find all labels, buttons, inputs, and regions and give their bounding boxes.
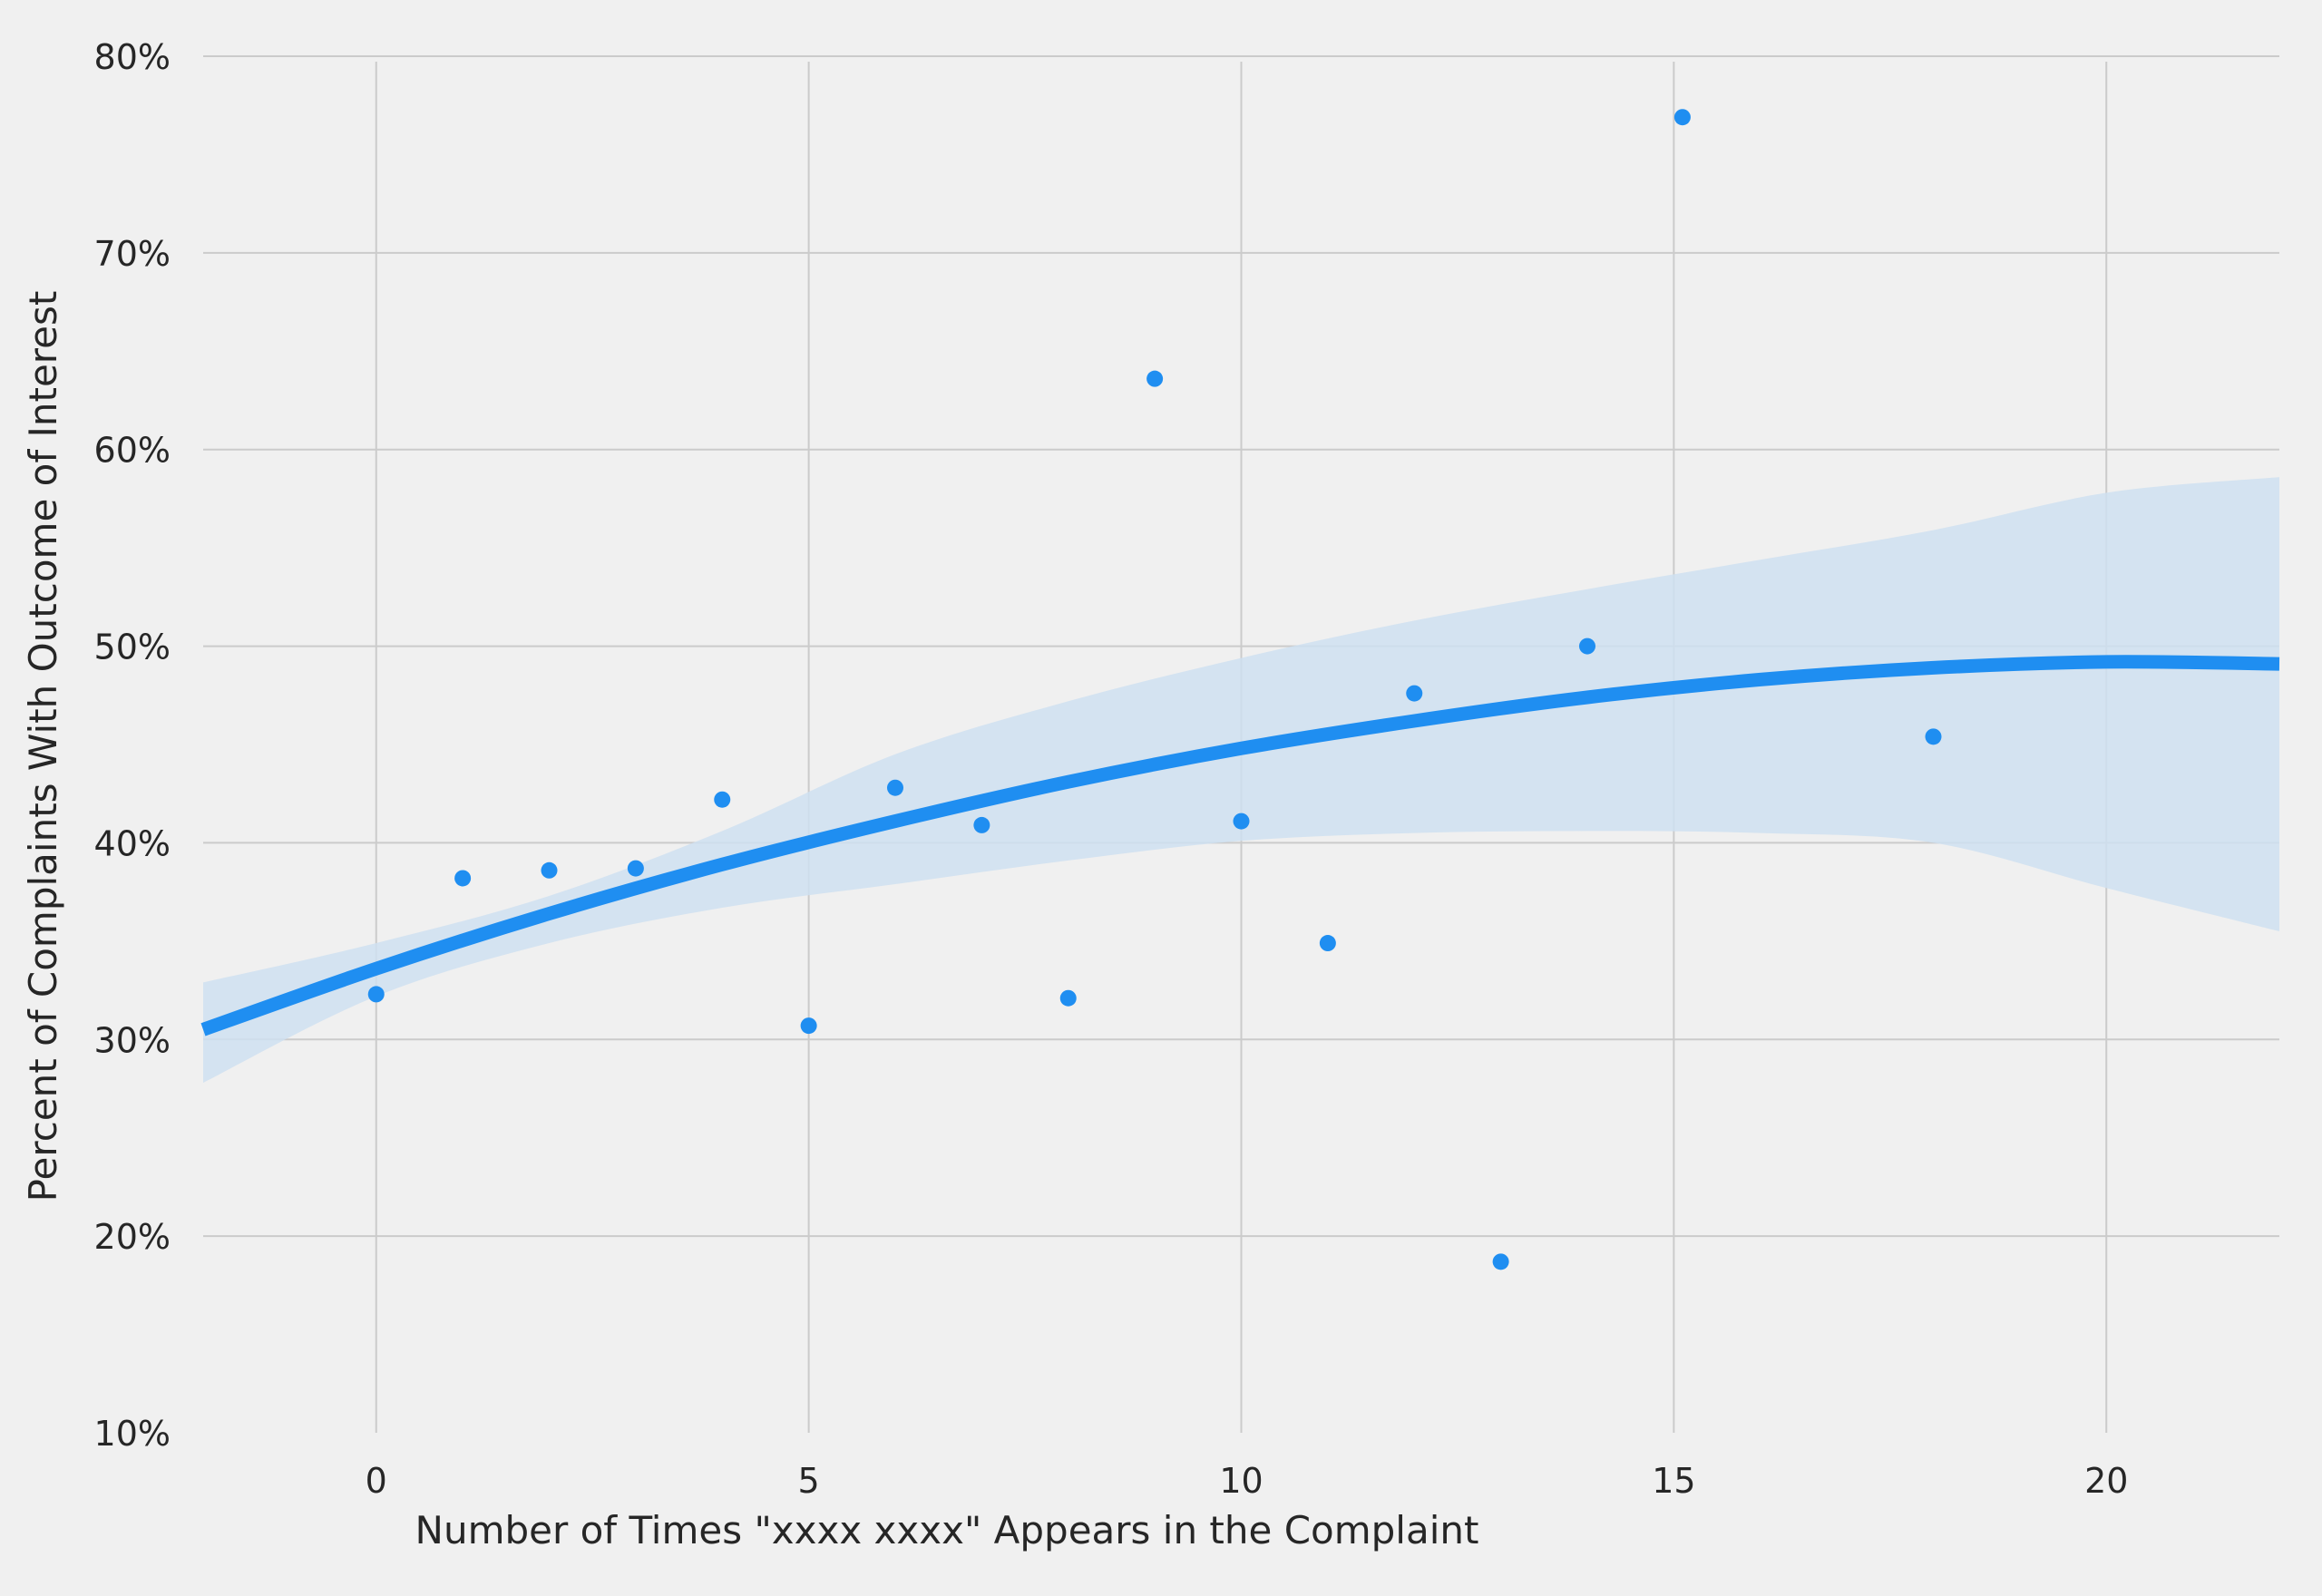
- data-point: [454, 870, 472, 887]
- data-point: [541, 861, 558, 879]
- data-point: [1059, 989, 1077, 1007]
- regression-line: [200, 655, 2280, 1036]
- y-tick-label: 10%: [94, 1414, 171, 1454]
- y-axis-label: Percent of Complaints With Outcome of In…: [21, 291, 65, 1202]
- data-point: [1579, 637, 1595, 655]
- y-tick-label: 20%: [94, 1217, 171, 1257]
- confidence-band: [203, 477, 2279, 1083]
- x-tick-label: 10: [1219, 1461, 1263, 1501]
- y-tick-label: 50%: [94, 628, 171, 667]
- y-tick-label: 30%: [94, 1020, 171, 1060]
- x-tick-label: 0: [366, 1461, 387, 1501]
- data-point: [714, 791, 731, 808]
- x-tick-label: 15: [1652, 1461, 1695, 1501]
- data-point: [1406, 685, 1423, 702]
- x-tick-label: 5: [798, 1461, 820, 1501]
- data-points: [367, 109, 1942, 1270]
- data-point: [627, 860, 644, 877]
- x-axis-label: Number of Times "xxxx xxxx" Appears in t…: [415, 1508, 1479, 1552]
- fit-line: [200, 655, 2280, 1036]
- data-point: [887, 779, 903, 796]
- data-point: [1673, 109, 1691, 126]
- data-point: [1925, 728, 1942, 745]
- x-tick-label: 20: [2084, 1461, 2128, 1501]
- y-tick-label: 60%: [94, 431, 171, 471]
- y-tick-label: 70%: [94, 234, 171, 274]
- data-point: [367, 986, 385, 1003]
- confidence-band-area: [203, 477, 2279, 1083]
- data-point: [1492, 1253, 1509, 1270]
- y-tick-label: 80%: [94, 37, 171, 77]
- data-point: [1319, 935, 1336, 952]
- data-point: [1146, 370, 1164, 387]
- tick-labels: 10% 20% 30% 40% 50% 60% 70% 80% 0 5 10 15 20: [94, 37, 2129, 1501]
- data-point: [800, 1017, 817, 1035]
- data-point: [1233, 813, 1250, 830]
- data-point: [973, 816, 990, 833]
- y-tick-label: 40%: [94, 823, 171, 863]
